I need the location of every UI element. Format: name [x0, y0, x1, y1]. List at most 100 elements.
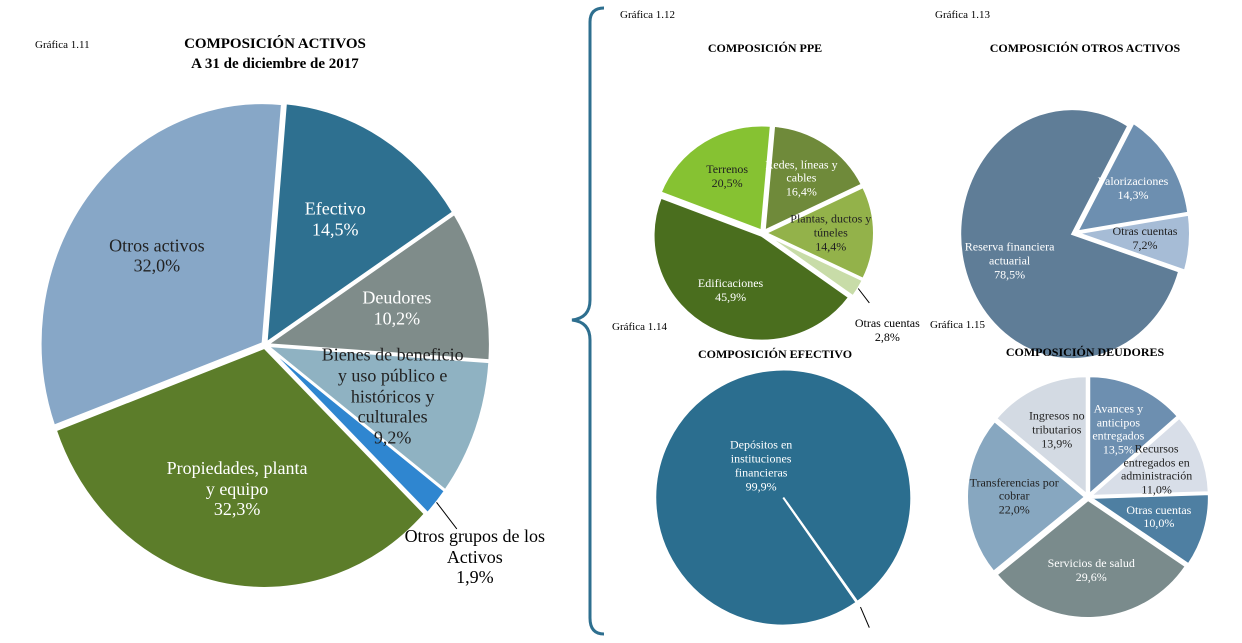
slice-label: Otras cuentas0,1% — [837, 641, 937, 643]
slice-value: 2,8% — [874, 329, 900, 344]
slice-value: 99,9% — [745, 478, 777, 493]
pie-slice — [1075, 121, 1190, 233]
figure-label: Gráfica 1.12 — [620, 9, 675, 21]
pie-slice — [994, 375, 1088, 497]
pie-slice — [265, 102, 455, 345]
slice-name: Terrenos — [706, 162, 749, 177]
slice-name: Avances y anticipos entregados — [1092, 401, 1145, 443]
slice-name: Otras cuentas — [854, 316, 920, 331]
slice-value: 9,2% — [373, 427, 412, 448]
slice-value: 1,9% — [456, 567, 494, 588]
pie-slice — [54, 346, 427, 589]
slice-name: Edificaciones — [697, 276, 764, 291]
slice-label: Efectivo 14,5% — [260, 198, 410, 239]
slice-label: Otras cuentas 2,8% — [845, 316, 930, 345]
slice-value: 13,9% — [1041, 436, 1073, 451]
slice-value: 32,0% — [133, 255, 181, 276]
slice-value: 11,0% — [1141, 482, 1172, 497]
slice-label: Servicios de salud 29,6% — [1044, 555, 1139, 585]
pie-slice — [1087, 493, 1210, 566]
slice-name: Otros grupos de los Activos — [404, 525, 546, 567]
slice-label: Reserva financiera actuarial 78,5% — [964, 239, 1055, 282]
chart-title: COMPOSICIÓN ACTIVOS — [184, 35, 366, 52]
slice-name: Ingresos no tributarios — [1028, 408, 1085, 437]
slice-value: 14,5% — [312, 219, 359, 240]
slice-label: Ingresos no tributarios 13,9% — [1009, 409, 1104, 450]
slice-value: 16,4% — [785, 184, 817, 199]
slice-name: Otros activos — [109, 234, 205, 255]
slice-label: Avances y anticipos entregados 13,5% — [1071, 401, 1166, 457]
slice-name: Depósitos en instituciones financieras — [729, 437, 793, 480]
slice-value: 13,5% — [1102, 442, 1134, 457]
slice-name: Efectivo — [304, 198, 366, 219]
pie-slice — [654, 368, 913, 627]
slice-name: Reserva financiera actuarial — [964, 239, 1055, 268]
slice-label: Otros activos 32,0% — [82, 235, 232, 276]
figure-label: Gráfica 1.11 — [35, 39, 90, 51]
slice-label: Transferencias por cobrar 22,0% — [967, 474, 1062, 517]
slice-label: Otras cuentas 7,2% — [1100, 224, 1190, 253]
chart-title: COMPOSICIÓN DEUDORES — [1006, 345, 1165, 359]
leader-line — [860, 606, 870, 628]
slice-name: Servicios de salud — [1047, 555, 1135, 570]
slice-name: Redes, líneas y cables — [765, 156, 838, 185]
pie-slice — [1077, 213, 1191, 272]
slice-value: 45,9% — [715, 289, 747, 304]
pie-slice — [264, 344, 491, 492]
slice-name: Propiedades, planta y equipo — [166, 457, 308, 499]
slice-name: Otras cuentas — [837, 641, 937, 643]
slice-value: 22,0% — [998, 502, 1030, 517]
slice-name: Bienes de beneficio y uso público e hist… — [321, 344, 464, 427]
slice-value: 78,5% — [994, 267, 1026, 282]
pie-slice — [995, 498, 1188, 619]
chart-title: COMPOSICIÓN OTROS ACTIVOS — [990, 41, 1181, 55]
slice-value: 10,0% — [1143, 516, 1175, 531]
slice-label: Terrenos 20,5% — [685, 162, 770, 191]
slice-label: Propiedades, planta y equipo 32,3% — [162, 458, 312, 520]
slice-name: Valorizaciones — [1097, 174, 1169, 189]
leader-line — [857, 288, 870, 304]
pie-slice — [659, 124, 772, 232]
slice-name: Otras cuentas — [1126, 502, 1192, 517]
pie-slice — [763, 185, 875, 281]
pie-slice — [265, 212, 491, 362]
slice-label: Otras cuentas 10,0% — [1111, 502, 1206, 532]
figure-label: Gráfica 1.14 — [612, 321, 667, 333]
slice-value: 29,6% — [1075, 569, 1107, 584]
slice-value: 7,2% — [1132, 238, 1158, 253]
slice-label: Deudores 10,2% — [322, 287, 472, 328]
figure-label: Gráfica 1.15 — [930, 319, 985, 331]
leader-line — [436, 501, 458, 530]
chart-title: COMPOSICIÓN EFECTIVO — [698, 347, 852, 361]
slice-label: Valorizaciones 14,3% — [1088, 174, 1178, 203]
slice-value: 14,4% — [815, 238, 847, 253]
bracket — [571, 6, 605, 636]
slice-label: Otros grupos de los Activos 1,9% — [400, 526, 550, 588]
slice-label: Redes, líneas y cables 16,4% — [759, 156, 844, 199]
slice-label: Depósitos en instituciones financieras 99… — [711, 437, 811, 494]
pie-slice — [1088, 375, 1180, 497]
slice-label: Bienes de beneficio y uso público e hist… — [318, 344, 468, 447]
chart-subtitle: A 31 de diciembre de 2017 — [191, 56, 359, 72]
slice-value: 32,3% — [213, 499, 261, 520]
slice-name: Deudores — [362, 287, 432, 308]
figure-label: Gráfica 1.13 — [935, 9, 990, 21]
slice-label: Recursos entregados en administración 11,… — [1109, 441, 1204, 497]
slice-label: Plantas, ductos y túneles 14,4% — [788, 211, 873, 253]
pie-slice — [652, 196, 851, 342]
chart-title: COMPOSICIÓN PPE — [708, 41, 822, 55]
pie-slice — [39, 102, 284, 427]
slice-value: 20,5% — [711, 175, 743, 190]
slice-name: Transferencias por cobrar — [969, 474, 1059, 503]
pie-slice — [959, 108, 1181, 361]
pie-slice — [966, 419, 1087, 574]
slice-name: Otras cuentas — [1112, 224, 1178, 239]
slice-label: Edificaciones 45,9% — [688, 276, 773, 305]
pie-slice — [1088, 416, 1210, 497]
slice-value: 14,3% — [1117, 188, 1149, 203]
pie-slice — [763, 124, 864, 233]
slice-name: Recursos entregados en administración — [1120, 441, 1193, 483]
slice-value: 10,2% — [373, 308, 421, 329]
